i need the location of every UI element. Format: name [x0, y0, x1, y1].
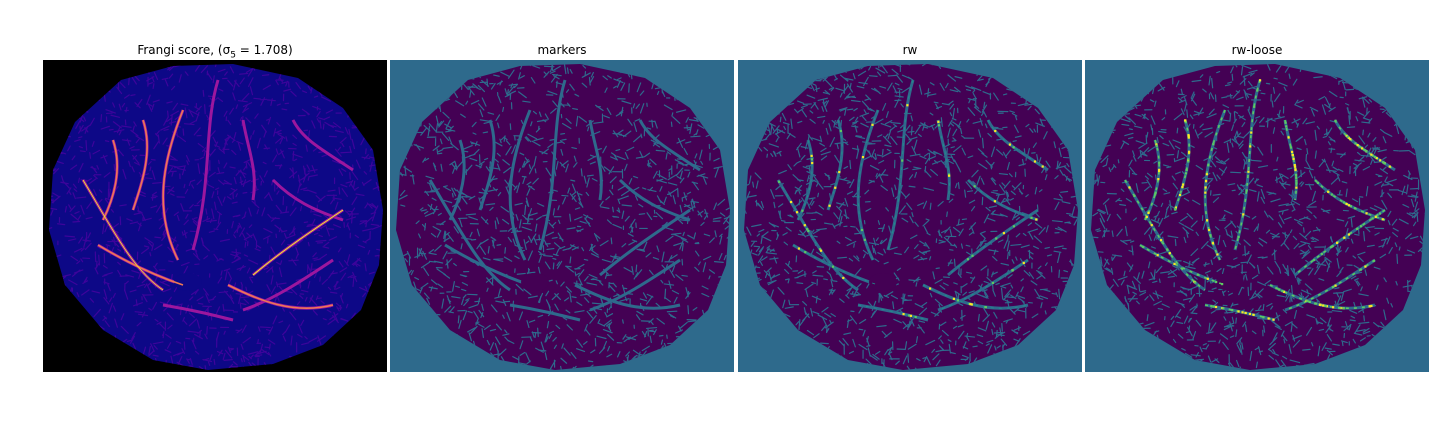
rw-loose-canvas [1091, 64, 1425, 370]
markers-canvas [396, 64, 730, 370]
panel-title-frangi: Frangi score, (σ5 = 1.708) [137, 43, 293, 61]
markers-image [390, 60, 734, 372]
frangi-score-image [43, 60, 387, 372]
rw-image [738, 60, 1082, 372]
rw-canvas [744, 64, 1078, 370]
panel-title-markers: markers [537, 43, 587, 57]
rw-loose-image [1085, 60, 1429, 372]
panel-title-rw: rw [902, 43, 918, 57]
panel-title-rw-loose: rw-loose [1231, 43, 1283, 57]
frangi-score-canvas [49, 64, 383, 370]
